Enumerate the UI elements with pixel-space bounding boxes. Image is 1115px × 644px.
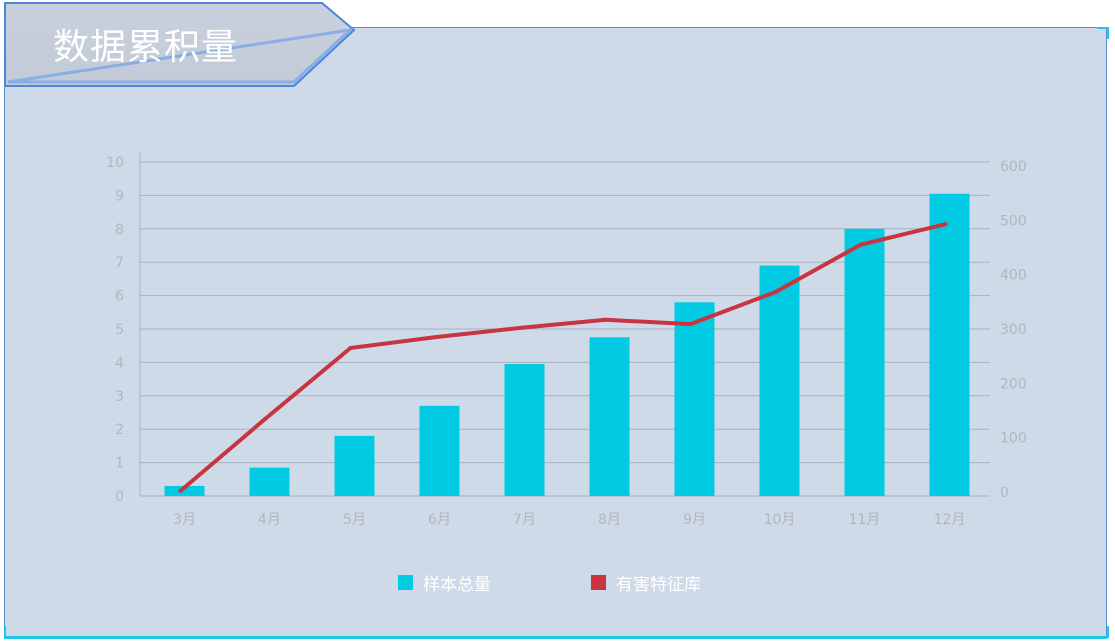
x-axis-tick-label: 8月 xyxy=(598,512,621,528)
left-axis-tick-label: 8 xyxy=(115,222,124,238)
bar xyxy=(929,193,970,497)
left-axis-tick-label: 2 xyxy=(115,422,124,438)
bar xyxy=(249,467,290,496)
bar xyxy=(504,364,545,496)
bar xyxy=(844,228,885,497)
left-axis-tick-label: 6 xyxy=(115,289,124,305)
line-point xyxy=(858,242,863,247)
x-axis-tick-label: 12月 xyxy=(934,512,966,528)
bar xyxy=(589,337,630,496)
x-axis-tick-label: 4月 xyxy=(258,512,281,528)
line-point xyxy=(178,488,183,493)
line-point xyxy=(943,222,948,227)
panel-corner-bottom-left xyxy=(4,626,16,638)
x-axis-tick-label: 6月 xyxy=(428,512,451,528)
line-point xyxy=(518,325,523,330)
line-point xyxy=(263,416,268,421)
right-axis-tick-label: 400 xyxy=(1000,268,1027,284)
line-point xyxy=(688,322,693,327)
legend-label: 有害特征库 xyxy=(616,575,701,595)
bar xyxy=(759,265,800,496)
line-point xyxy=(773,290,778,295)
line-point xyxy=(603,317,608,322)
bar xyxy=(419,405,460,496)
left-axis-tick-label: 10 xyxy=(106,155,124,171)
left-axis-tick-label: 3 xyxy=(115,389,124,405)
x-axis-tick-label: 10月 xyxy=(764,512,796,528)
line-series-harmful-features xyxy=(178,222,948,493)
line-point xyxy=(433,335,438,340)
title-tab xyxy=(4,2,356,87)
left-axis-tick-label: 4 xyxy=(115,355,124,371)
right-axis-tick-label: 300 xyxy=(1000,322,1027,338)
panel-bottom-accent-line xyxy=(4,636,1107,639)
right-axis-tick-label: 0 xyxy=(1000,485,1009,501)
right-axis-tick-label: 100 xyxy=(1000,431,1027,447)
x-axis-tick-label: 5月 xyxy=(343,512,366,528)
left-axis-tick-label: 9 xyxy=(115,188,124,204)
x-axis-tick-label: 9月 xyxy=(683,512,706,528)
x-axis-tick-label: 3月 xyxy=(173,512,196,528)
chart-legend: 样本总量 有害特征库 xyxy=(0,570,1115,596)
bar xyxy=(334,435,375,496)
bar xyxy=(674,302,715,496)
legend-item-sample-total[interactable]: 样本总量 xyxy=(398,570,491,595)
panel-corner-bottom-right xyxy=(1097,626,1109,638)
legend-label: 样本总量 xyxy=(423,575,491,595)
left-axis-tick-label: 1 xyxy=(115,456,124,472)
legend-swatch-line xyxy=(591,575,606,590)
page-title: 数据累积量 xyxy=(53,27,239,68)
right-axis-tick-label: 600 xyxy=(1000,159,1027,175)
legend-swatch-bar xyxy=(398,575,413,590)
legend-item-harmful-features[interactable]: 有害特征库 xyxy=(591,570,701,595)
left-axis-tick-label: 0 xyxy=(115,489,124,505)
x-axis-tick-label: 11月 xyxy=(849,512,881,528)
right-axis-tick-label: 200 xyxy=(1000,376,1027,392)
right-axis-tick-label: 500 xyxy=(1000,213,1027,229)
bar xyxy=(164,485,205,496)
line-point xyxy=(348,346,353,351)
panel-corner-top-right xyxy=(1097,27,1109,39)
left-axis-tick-label: 7 xyxy=(115,255,124,271)
x-axis-tick-label: 7月 xyxy=(513,512,536,528)
left-axis-tick-label: 5 xyxy=(115,322,124,338)
chart-panel-background xyxy=(4,27,1107,638)
